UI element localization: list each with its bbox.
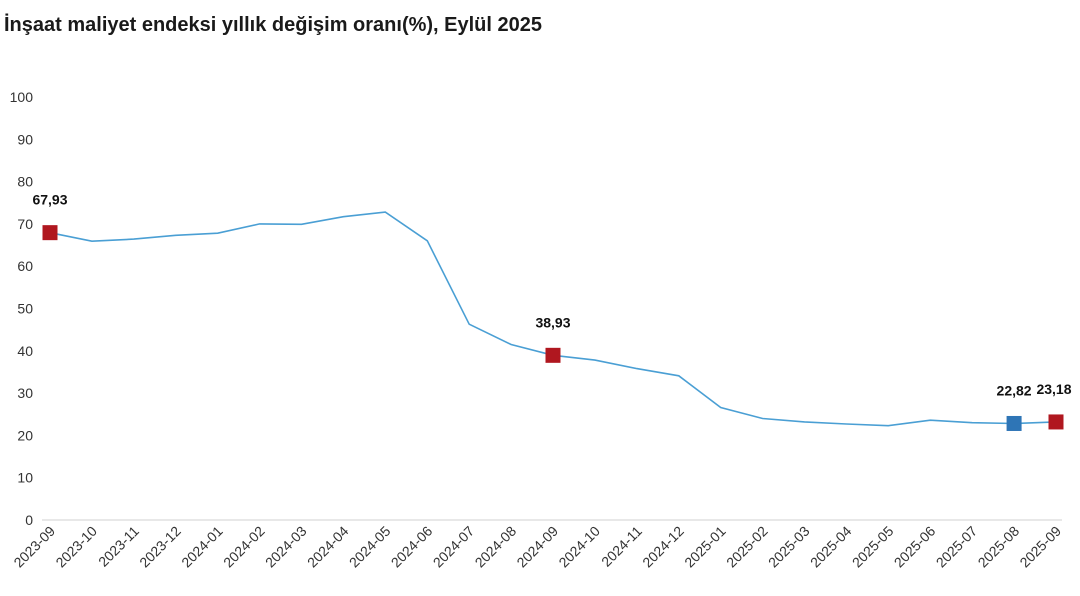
- x-tick-label: 2024-04: [304, 523, 352, 571]
- x-tick-label: 2024-06: [388, 523, 436, 571]
- data-label: 22,82: [997, 382, 1032, 398]
- x-tick-label: 2023-10: [52, 523, 100, 571]
- y-tick-label: 30: [17, 385, 33, 401]
- x-axis-ticks: 2023-092023-102023-112023-122024-012024-…: [10, 523, 1064, 571]
- highlight-marker: [42, 225, 58, 241]
- x-tick-label: 2023-09: [10, 523, 58, 571]
- y-tick-label: 70: [17, 216, 33, 232]
- x-tick-label: 2025-01: [681, 523, 729, 571]
- x-tick-label: 2024-01: [178, 523, 226, 571]
- x-tick-label: 2025-07: [933, 523, 981, 571]
- highlight-marker: [545, 347, 561, 363]
- y-tick-label: 90: [17, 131, 33, 147]
- x-tick-label: 2025-02: [723, 523, 771, 571]
- highlight-marker: [1006, 415, 1022, 431]
- x-tick-label: 2024-02: [220, 523, 268, 571]
- y-axis-ticks: 0 10 20 30 40 50 60 70 80 90 100: [10, 89, 34, 528]
- x-tick-label: 2024-12: [639, 523, 687, 571]
- x-tick-label: 2025-04: [807, 523, 855, 571]
- x-tick-label: 2025-08: [975, 523, 1023, 571]
- data-label: 38,93: [535, 314, 570, 330]
- y-tick-label: 80: [17, 174, 33, 190]
- y-tick-label: 50: [17, 301, 33, 317]
- x-tick-label: 2024-08: [472, 523, 520, 571]
- x-tick-label: 2024-05: [346, 523, 394, 571]
- x-tick-label: 2024-07: [430, 523, 478, 571]
- y-tick-label: 100: [10, 89, 34, 105]
- x-tick-label: 2024-11: [598, 523, 645, 570]
- y-tick-label: 20: [17, 427, 33, 443]
- x-tick-label: 2024-03: [262, 523, 310, 571]
- x-tick-label: 2024-09: [513, 523, 561, 571]
- x-tick-label: 2025-03: [765, 523, 813, 571]
- x-tick-label: 2023-11: [95, 523, 142, 570]
- data-markers: [42, 225, 1064, 431]
- data-labels: 67,93 38,93 22,82 23,18: [32, 192, 1071, 399]
- y-tick-label: 40: [17, 343, 33, 359]
- y-tick-label: 60: [17, 258, 33, 274]
- x-tick-label: 2025-09: [1016, 523, 1064, 571]
- chart-title: İnşaat maliyet endeksi yıllık değişim or…: [4, 14, 542, 36]
- highlight-marker: [1048, 414, 1064, 430]
- x-tick-label: 2023-12: [136, 523, 184, 571]
- x-tick-label: 2025-06: [891, 523, 939, 571]
- data-label: 23,18: [1036, 381, 1071, 397]
- data-label: 67,93: [32, 192, 67, 208]
- y-tick-label: 10: [17, 470, 33, 486]
- x-tick-label: 2025-05: [849, 523, 897, 571]
- y-tick-label: 0: [25, 512, 33, 528]
- x-tick-label: 2024-10: [555, 523, 603, 571]
